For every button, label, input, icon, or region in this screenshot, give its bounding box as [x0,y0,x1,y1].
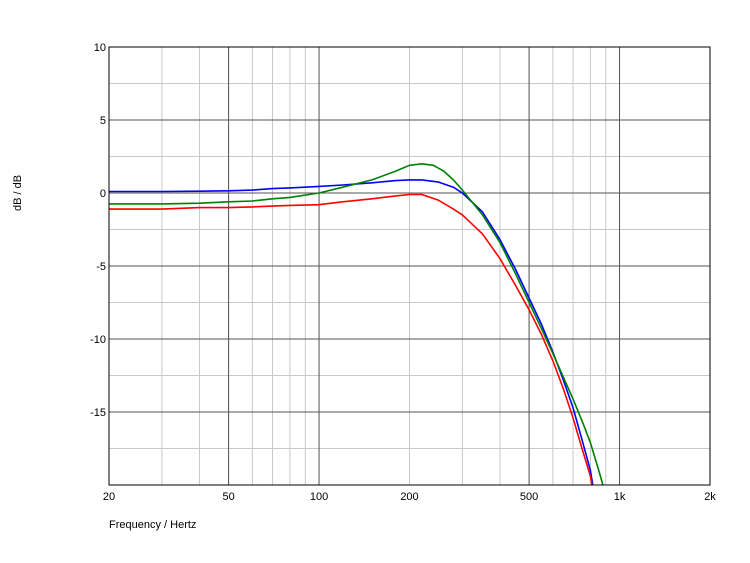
series-line-2 [109,163,604,485]
y-tick-label: -15 [90,407,106,419]
y-tick-labels: 10 5 0 -5 -10 -15 [90,42,106,419]
series-line-1 [109,179,594,485]
y-tick-label: -5 [96,261,106,273]
y-axis-title: dB / dB [12,175,24,211]
x-tick-label: 100 [310,491,328,503]
x-tick-label: 1k [614,491,626,503]
x-axis-title: Frequency / Hertz [109,519,196,531]
x-tick-label: 20 [103,491,115,503]
plot-frame [108,46,711,486]
x-tick-label: 50 [222,491,234,503]
series-line-3 [109,193,593,485]
y-tick-label: 10 [94,42,106,54]
x-tick-label: 2k [704,491,716,503]
y-tick-label: 5 [100,115,106,127]
x-tick-labels: 20 50 100 200 500 1k 2k [103,491,716,503]
y-tick-label: 0 [100,188,106,200]
x-tick-label: 200 [400,491,418,503]
series-group [109,163,604,485]
x-tick-label: 500 [520,491,538,503]
y-tick-label: -10 [90,334,106,346]
